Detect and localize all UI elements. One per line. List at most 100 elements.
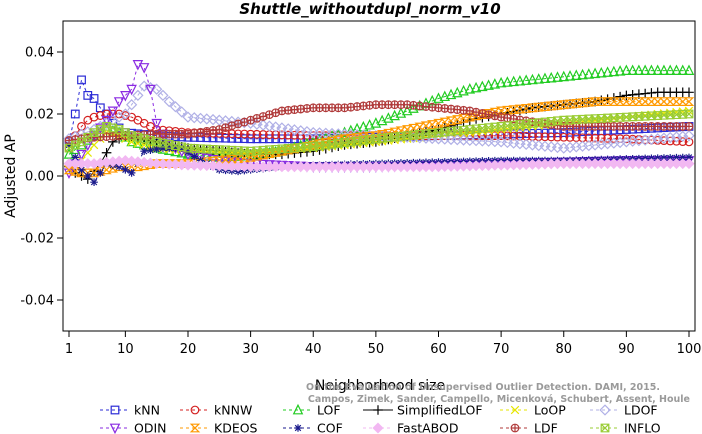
data-point — [621, 64, 632, 76]
data-point — [152, 145, 161, 153]
data-point — [132, 89, 144, 102]
x-tick-label: 40 — [305, 342, 322, 357]
data-point — [282, 145, 294, 155]
data-point — [277, 130, 287, 140]
data-point — [439, 117, 451, 127]
data-point — [639, 64, 651, 76]
data-point — [221, 133, 230, 143]
data-point — [633, 64, 645, 76]
data-point — [458, 84, 469, 96]
data-point — [683, 64, 695, 76]
data-point — [258, 134, 268, 144]
data-point — [677, 64, 689, 76]
y-tick-label: -0.02 — [20, 232, 54, 247]
data-point — [433, 92, 444, 103]
data-point — [678, 137, 688, 146]
legend-label: LDOF — [624, 403, 658, 418]
data-point — [146, 146, 155, 154]
legend-label: LoOP — [534, 403, 566, 418]
legend-marker — [600, 423, 610, 433]
series-layer — [63, 59, 695, 186]
data-point — [125, 99, 138, 111]
data-point — [608, 97, 620, 106]
data-point — [452, 115, 463, 124]
data-point — [464, 112, 476, 122]
data-point — [502, 131, 512, 141]
legend-label: COF — [317, 421, 343, 434]
data-point — [138, 63, 150, 74]
data-point — [684, 137, 694, 147]
data-point — [458, 113, 469, 123]
data-point — [658, 64, 670, 76]
data-point — [439, 90, 451, 102]
data-point — [495, 76, 507, 88]
legend-label: LOF — [317, 403, 341, 418]
data-point — [120, 90, 131, 102]
data-point — [364, 119, 375, 130]
data-point — [151, 118, 162, 130]
legend-item-inflo: INFLO — [590, 421, 661, 434]
data-point — [245, 153, 256, 162]
data-point — [227, 133, 237, 143]
data-point — [477, 110, 488, 120]
data-point — [571, 69, 582, 80]
data-point — [89, 112, 99, 122]
data-point — [552, 100, 563, 110]
data-point — [171, 144, 180, 152]
data-point — [107, 106, 119, 118]
data-point — [83, 90, 93, 100]
data-point — [666, 154, 675, 162]
legend-label: SimplifiedLOF — [397, 403, 483, 418]
legend-marker — [510, 405, 520, 415]
data-point — [621, 97, 632, 106]
data-point — [426, 120, 438, 129]
x-tick-label: 100 — [677, 342, 702, 357]
series-fastabod — [63, 154, 695, 173]
data-point — [546, 132, 556, 142]
legend-item-knnw: kNNW — [180, 403, 252, 418]
data-point — [483, 79, 494, 90]
data-point — [515, 105, 525, 116]
data-point — [596, 95, 607, 106]
data-point — [509, 131, 519, 141]
data-point — [271, 134, 281, 144]
data-point — [514, 74, 526, 86]
data-point — [684, 87, 694, 98]
data-point — [126, 84, 137, 96]
data-point — [565, 133, 575, 142]
legend-item-loop: LoOP — [500, 403, 566, 418]
data-point — [140, 147, 148, 155]
data-point — [646, 64, 657, 76]
data-point — [452, 86, 463, 98]
legend-marker — [372, 422, 384, 434]
data-point — [376, 114, 388, 126]
legend-marker — [190, 405, 200, 415]
data-point — [145, 84, 156, 96]
data-point — [577, 68, 588, 80]
data-point — [433, 118, 444, 128]
data-point — [88, 168, 100, 178]
data-point — [77, 121, 86, 131]
data-point — [144, 82, 157, 94]
legend-marker — [599, 404, 611, 416]
data-point — [596, 133, 606, 143]
data-point — [89, 94, 99, 103]
legend-item-lof: LOF — [283, 403, 341, 418]
data-point — [464, 83, 476, 94]
data-point — [664, 97, 676, 106]
data-point — [546, 128, 556, 138]
data-point — [589, 67, 601, 79]
data-point — [65, 141, 73, 149]
data-point — [553, 132, 562, 142]
data-point — [627, 97, 638, 106]
data-point — [596, 66, 607, 78]
data-point — [115, 162, 123, 171]
x-tick-label: 30 — [242, 342, 259, 357]
y-axis: -0.04 -0.02 0.00 0.02 0.04 — [20, 46, 63, 309]
data-point — [489, 78, 501, 89]
legend-label: INFLO — [624, 421, 661, 434]
data-point — [584, 133, 594, 143]
data-point — [558, 70, 570, 82]
data-point — [564, 99, 576, 109]
data-point — [678, 153, 687, 162]
